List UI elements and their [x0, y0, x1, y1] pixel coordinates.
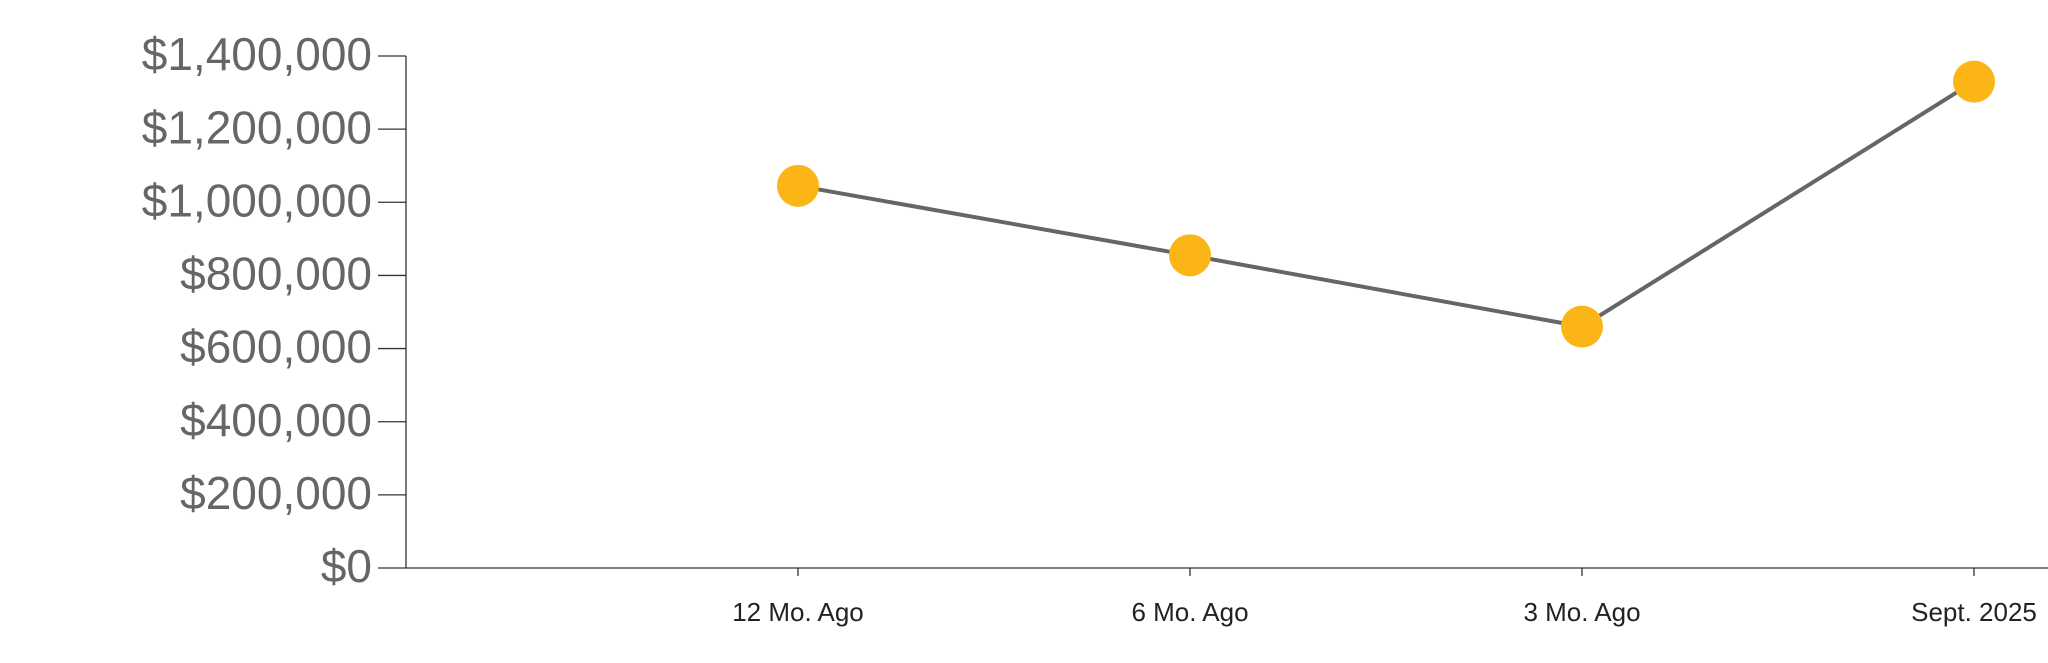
y-tick-label: $1,200,000: [142, 101, 372, 153]
y-tick-label: $200,000: [180, 467, 372, 519]
line: [797, 79, 1976, 329]
y-tick-label: $1,000,000: [142, 174, 372, 226]
x-tick-label: Sept. 2025: [1911, 597, 2037, 627]
y-tick-label: $400,000: [180, 394, 372, 446]
marker: [1561, 305, 1603, 348]
x-tick-label: 3 Mo. Ago: [1523, 597, 1640, 627]
marker: [1953, 60, 1995, 103]
y-tick-label: $800,000: [180, 248, 372, 300]
marker: [1169, 234, 1211, 277]
y-tick-label: $1,400,000: [142, 28, 372, 80]
marker: [777, 164, 819, 207]
y-tick-label: $0: [321, 540, 372, 592]
y-tick-label: $600,000: [180, 321, 372, 373]
x-tick-label: 12 Mo. Ago: [732, 597, 864, 627]
x-tick-label: 6 Mo. Ago: [1131, 597, 1248, 627]
